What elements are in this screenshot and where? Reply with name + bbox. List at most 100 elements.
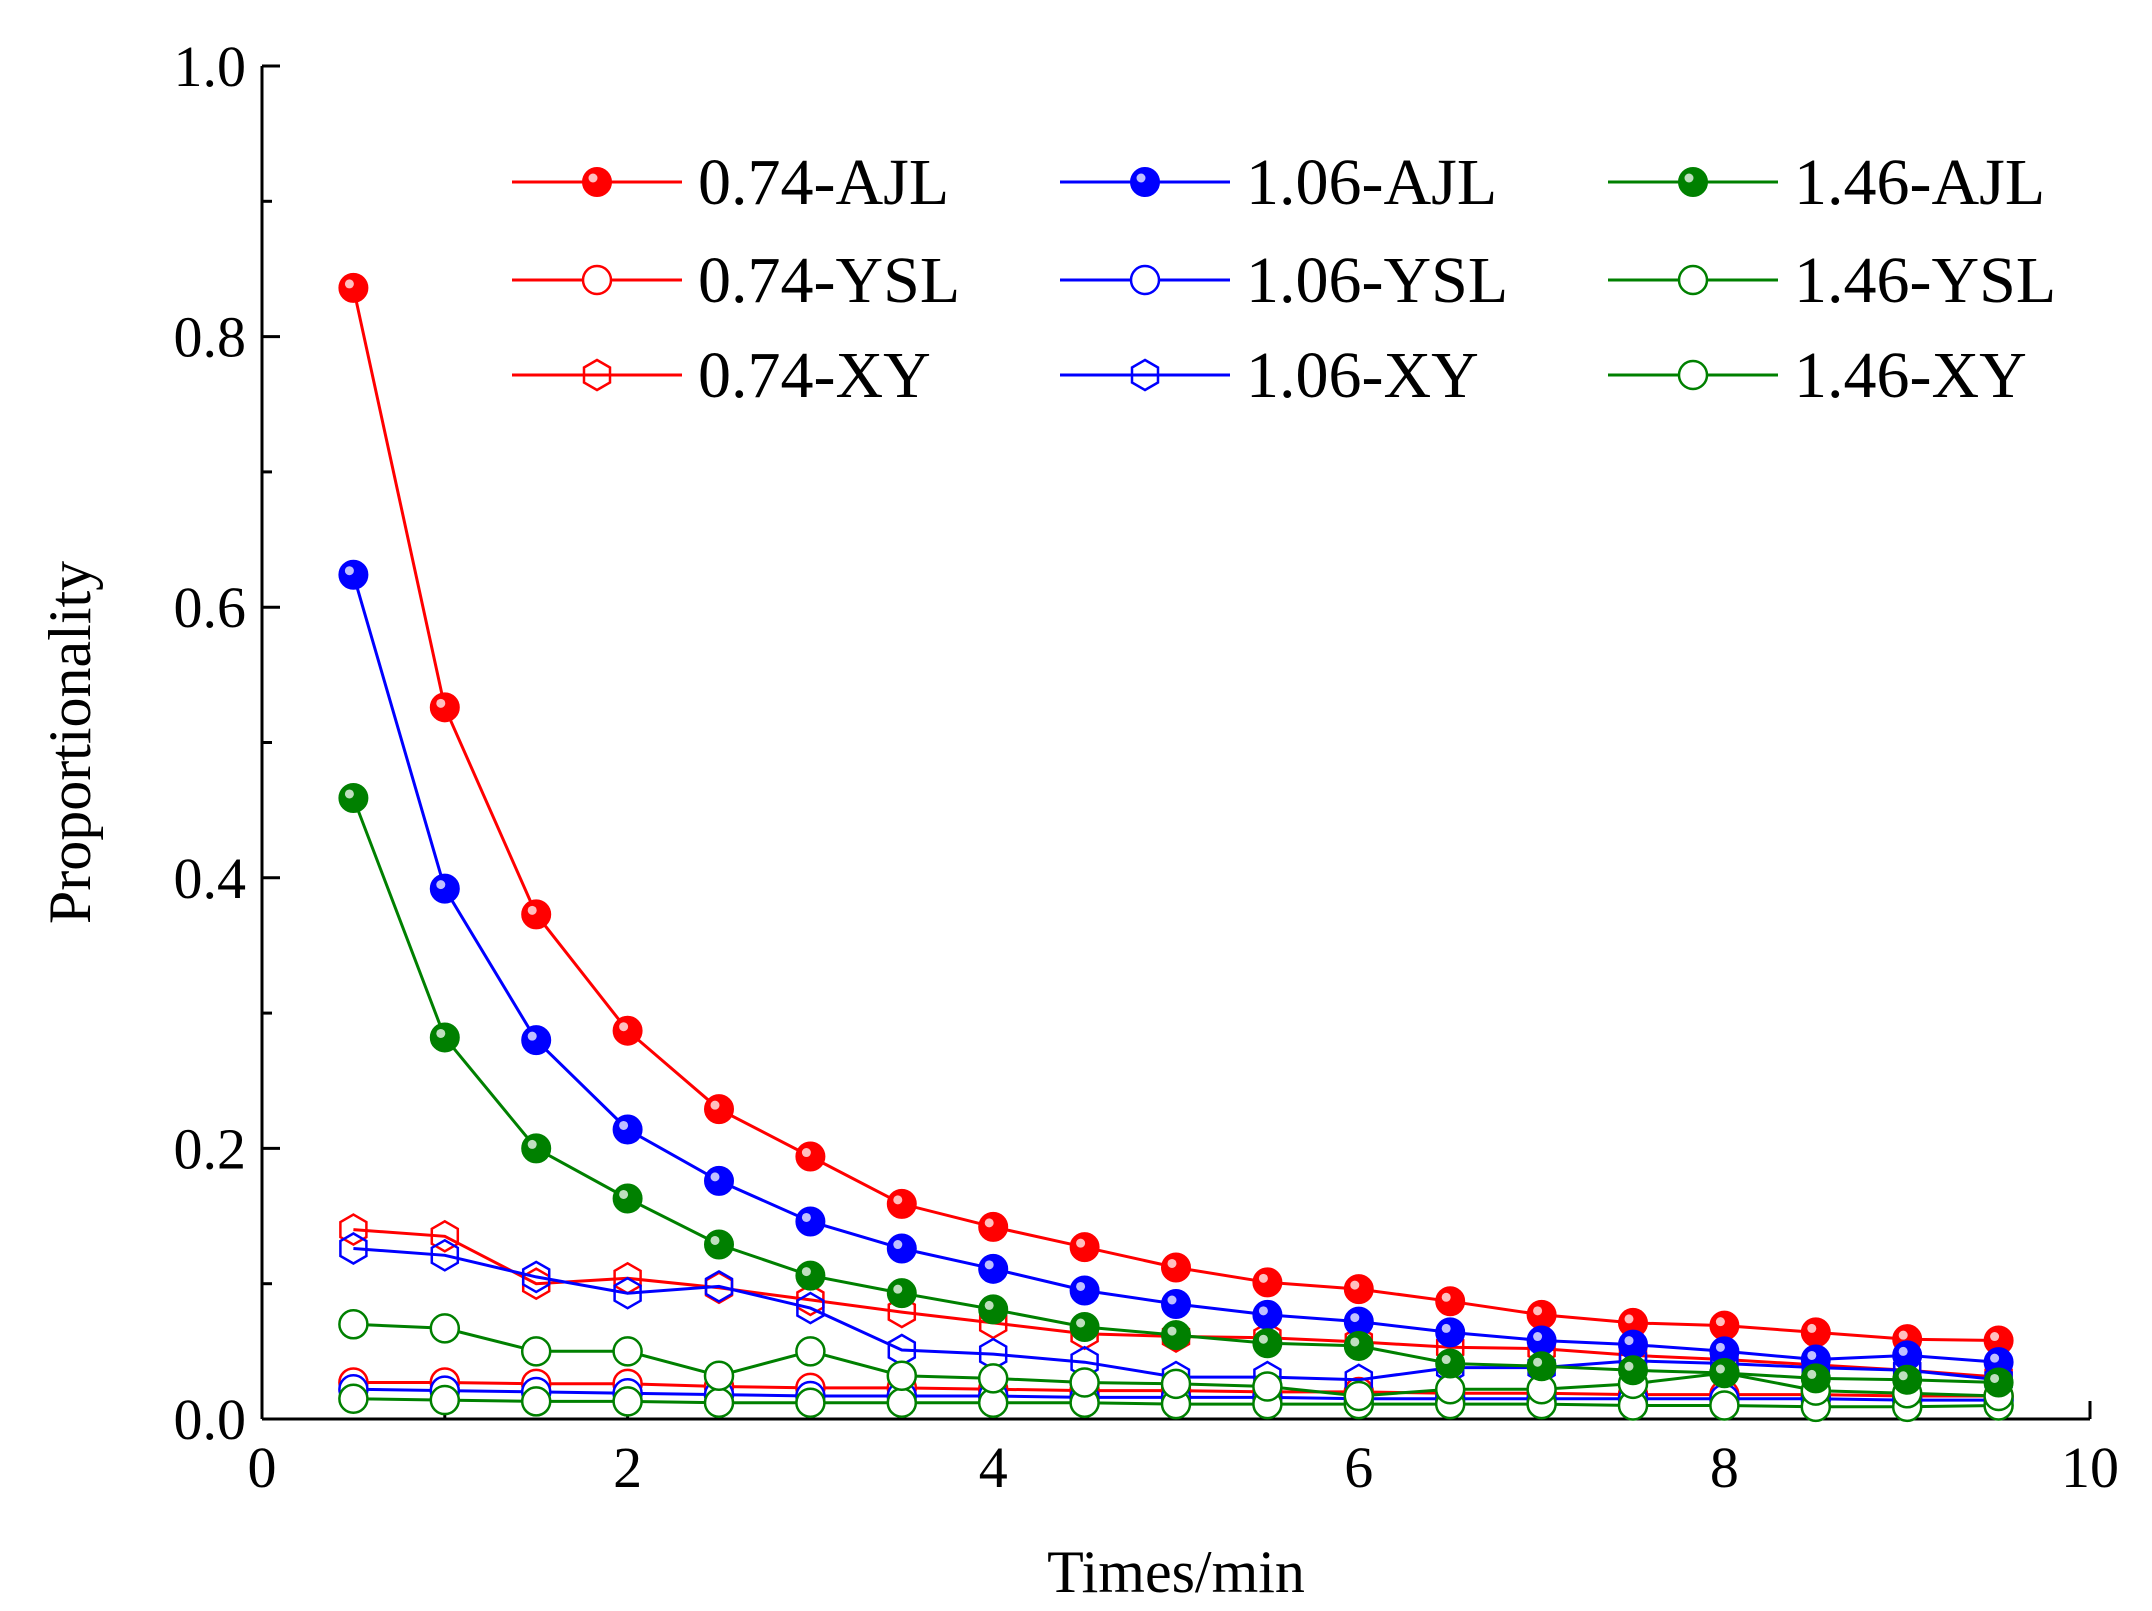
series-line <box>351 574 1999 1364</box>
data-point <box>1435 1286 1466 1317</box>
legend: 0.74-AJL 0.74-YSL 0.74-XY 1.06-AJL 1.06-YSL 1… <box>512 146 2056 412</box>
data-point <box>1435 1348 1466 1379</box>
legend-marker <box>1129 264 1161 296</box>
legend-item-0.74-AJL: 0.74-AJL <box>512 146 949 219</box>
data-point-highlight <box>1076 1318 1086 1328</box>
data-point <box>1343 1380 1375 1412</box>
data-point <box>704 1094 734 1125</box>
data-point <box>1892 1364 1923 1395</box>
data-point <box>1069 1232 1100 1263</box>
data-point-highlight <box>619 1022 629 1032</box>
data-point <box>1343 1330 1374 1361</box>
x-tick-label: 4 <box>979 1435 1008 1500</box>
data-point <box>1526 1351 1557 1382</box>
legend-item-1.46-XY: 1.46-XY <box>1608 339 2027 412</box>
x-tick-label: 6 <box>1344 1435 1373 1500</box>
legend-marker-highlight <box>1684 173 1694 183</box>
y-tick-label: 0.4 <box>174 846 247 911</box>
data-point <box>338 1309 369 1340</box>
legend-marker <box>1677 264 1709 296</box>
legend-marker <box>1130 167 1160 197</box>
data-point <box>521 1025 552 1056</box>
data-point-highlight <box>1258 1334 1268 1344</box>
data-point <box>1070 1345 1099 1379</box>
data-point-highlight <box>1715 1364 1725 1374</box>
data-point <box>429 1384 461 1416</box>
y-tick-label: 0.0 <box>174 1387 247 1452</box>
data-point-highlight <box>984 1260 994 1270</box>
data-point <box>520 1386 552 1417</box>
data-point <box>1252 1267 1283 1298</box>
data-point-highlight <box>1990 1373 2000 1383</box>
data-point <box>612 1183 643 1214</box>
data-point <box>1069 1311 1100 1342</box>
data-point-highlight <box>344 566 354 576</box>
data-point <box>886 1278 917 1309</box>
data-point <box>612 1015 643 1046</box>
data-point-highlight <box>984 1218 994 1228</box>
data-point <box>1983 1367 2014 1398</box>
data-point <box>795 1336 826 1367</box>
data-point-highlight <box>1533 1332 1543 1342</box>
data-point <box>978 1211 1009 1242</box>
data-point-highlight <box>1624 1314 1634 1324</box>
data-point <box>520 1336 552 1367</box>
data-point-highlight <box>1898 1346 1908 1356</box>
data-point-highlight <box>1350 1337 1360 1347</box>
legend-marker <box>581 264 613 296</box>
data-point <box>521 1133 552 1164</box>
x-axis-title: Times/min <box>1047 1539 1305 1605</box>
data-point-highlight <box>801 1267 811 1277</box>
data-point-highlight <box>1441 1355 1451 1365</box>
data-point-highlight <box>1624 1336 1634 1346</box>
axes: 0 2 4 6 8 10 0.0 0.2 0.4 0.6 0.8 1.0 Times/min Propor… <box>37 34 2119 1605</box>
data-point <box>703 1360 735 1391</box>
data-point <box>521 899 552 930</box>
data-point-highlight <box>1167 1326 1177 1336</box>
legend-marker <box>1677 359 1709 391</box>
legend-item-0.74-YSL: 0.74-YSL <box>512 244 960 317</box>
data-point-highlight <box>1807 1350 1817 1360</box>
data-point <box>430 1219 460 1253</box>
data-point-highlight <box>1350 1313 1360 1323</box>
data-point <box>1526 1299 1557 1330</box>
data-point-highlight <box>619 1120 629 1130</box>
data-point-highlight <box>1167 1258 1177 1268</box>
data-point-highlight <box>344 789 354 799</box>
data-point <box>886 1387 918 1419</box>
legend-item-1.46-YSL: 1.46-YSL <box>1608 244 2056 317</box>
data-point-highlight <box>1715 1317 1725 1327</box>
data-point-highlight <box>1807 1369 1817 1379</box>
legend-item-1.06-AJL: 1.06-AJL <box>1060 146 1497 219</box>
data-point <box>1618 1329 1648 1360</box>
data-point-highlight <box>1990 1332 2000 1342</box>
data-point-highlight <box>710 1235 720 1245</box>
x-tick-label: 8 <box>1710 1435 1739 1500</box>
data-point-highlight <box>436 880 446 890</box>
data-point <box>1161 1320 1191 1351</box>
legend-item-1.06-XY: 1.06-XY <box>1060 339 1479 412</box>
legend-label: 1.46-XY <box>1794 339 2027 412</box>
data-point-highlight <box>801 1212 811 1222</box>
data-point <box>429 873 460 904</box>
data-point-highlight <box>1898 1330 1908 1340</box>
data-point <box>1161 1288 1191 1319</box>
data-point-highlight <box>893 1240 903 1250</box>
series-0.74-AJL <box>338 272 2014 1356</box>
data-point <box>886 1188 917 1219</box>
legend-label: 0.74-AJL <box>698 146 949 219</box>
data-point-highlight <box>893 1284 903 1294</box>
data-point-highlight <box>1533 1357 1543 1367</box>
data-point <box>339 1232 368 1265</box>
legend-item-1.06-YSL: 1.06-YSL <box>1060 244 1508 317</box>
data-point <box>338 559 369 590</box>
data-point <box>612 1114 643 1145</box>
data-point <box>1709 1310 1740 1341</box>
data-point-highlight <box>1076 1238 1086 1248</box>
data-point <box>1252 1299 1283 1330</box>
data-point <box>613 1276 642 1310</box>
data-point-highlight <box>527 1139 537 1149</box>
data-point <box>704 1269 734 1303</box>
